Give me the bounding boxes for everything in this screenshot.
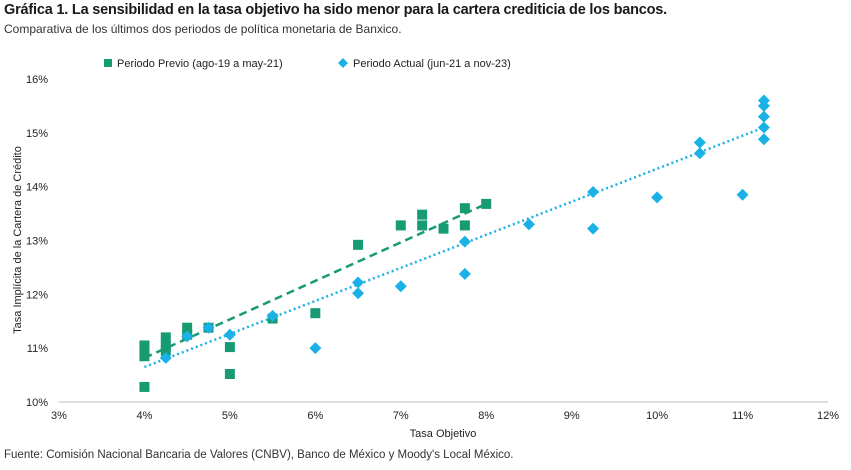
point-previo xyxy=(459,220,470,231)
point-actual xyxy=(181,330,194,343)
point-actual xyxy=(352,287,365,300)
x-tick-label: 4% xyxy=(136,410,152,422)
point-previo xyxy=(139,345,150,356)
point-actual xyxy=(159,351,172,364)
point-previo xyxy=(417,209,428,220)
point-previo xyxy=(182,322,193,333)
point-actual xyxy=(587,222,600,235)
point-actual xyxy=(309,342,322,355)
legend-marker-actual xyxy=(338,58,348,68)
point-previo xyxy=(139,351,150,362)
point-actual xyxy=(394,280,407,293)
point-previo xyxy=(139,340,150,351)
point-actual xyxy=(693,136,706,149)
x-tick-label: 9% xyxy=(564,410,580,422)
y-tick-label: 12% xyxy=(26,289,48,301)
point-actual xyxy=(266,309,279,322)
point-actual xyxy=(202,321,215,334)
point-actual xyxy=(757,110,770,123)
point-actual xyxy=(757,121,770,134)
point-previo xyxy=(310,308,321,319)
point-previo xyxy=(438,223,449,234)
point-actual xyxy=(651,191,664,204)
y-tick-label: 11% xyxy=(27,343,48,355)
point-actual xyxy=(587,186,600,199)
point-previo xyxy=(224,342,235,353)
point-actual xyxy=(693,147,706,160)
chart-subtitle: Comparativa de los últimos dos periodos … xyxy=(4,22,402,36)
legend-marker-previo xyxy=(104,59,112,67)
point-actual xyxy=(458,235,471,248)
y-tick-label: 10% xyxy=(26,397,48,409)
x-tick-label: 6% xyxy=(307,410,323,422)
point-previo xyxy=(353,239,364,250)
point-actual xyxy=(352,276,365,289)
y-tick-label: 16% xyxy=(26,74,48,86)
trendline-actual xyxy=(143,126,765,369)
point-previo xyxy=(139,381,150,392)
trendline-previo xyxy=(143,202,487,359)
y-tick-label: 15% xyxy=(26,128,48,140)
point-previo xyxy=(224,369,235,380)
data-points xyxy=(139,94,770,392)
x-tick-label: 10% xyxy=(646,410,668,422)
x-tick-label: 8% xyxy=(478,410,494,422)
x-axis-title: Tasa Objetivo xyxy=(410,428,477,440)
axes: 3% 4% 5% 6% 7% 8% 9% 10% 11% 12% 10% 11% 12% 13% 14% 15… xyxy=(26,74,839,422)
point-previo xyxy=(459,203,470,214)
point-previo xyxy=(160,340,171,351)
point-actual xyxy=(522,218,535,231)
legend-label-actual: Periodo Actual (jun-21 a nov-23) xyxy=(353,58,511,70)
point-actual xyxy=(736,188,749,201)
x-tick-label: 5% xyxy=(222,410,238,422)
x-tick-label: 3% xyxy=(51,410,67,422)
x-tick-label: 11% xyxy=(732,410,753,422)
point-previo xyxy=(481,198,492,209)
y-tick-label: 13% xyxy=(26,236,48,248)
point-previo xyxy=(160,345,171,356)
chart-title: Gráfica 1. La sensibilidad en la tasa ob… xyxy=(4,2,667,18)
point-actual xyxy=(757,133,770,146)
trendlines xyxy=(143,126,765,369)
x-tick-label: 7% xyxy=(393,410,409,422)
x-tick-label: 12% xyxy=(817,410,839,422)
point-actual xyxy=(223,328,236,341)
legend: Periodo Previo (ago-19 a may-21) Periodo… xyxy=(104,58,511,70)
y-axis-title: Tasa Implícita de la Cartera de Crédito xyxy=(12,146,24,334)
point-previo xyxy=(395,220,406,231)
source-note: Fuente: Comisión Nacional Bancaria de Va… xyxy=(4,449,514,461)
point-actual xyxy=(458,267,471,280)
legend-label-previo: Periodo Previo (ago-19 a may-21) xyxy=(117,58,283,70)
point-previo xyxy=(160,332,171,343)
point-actual xyxy=(757,94,770,107)
point-previo xyxy=(417,220,428,231)
y-tick-label: 14% xyxy=(26,182,48,194)
